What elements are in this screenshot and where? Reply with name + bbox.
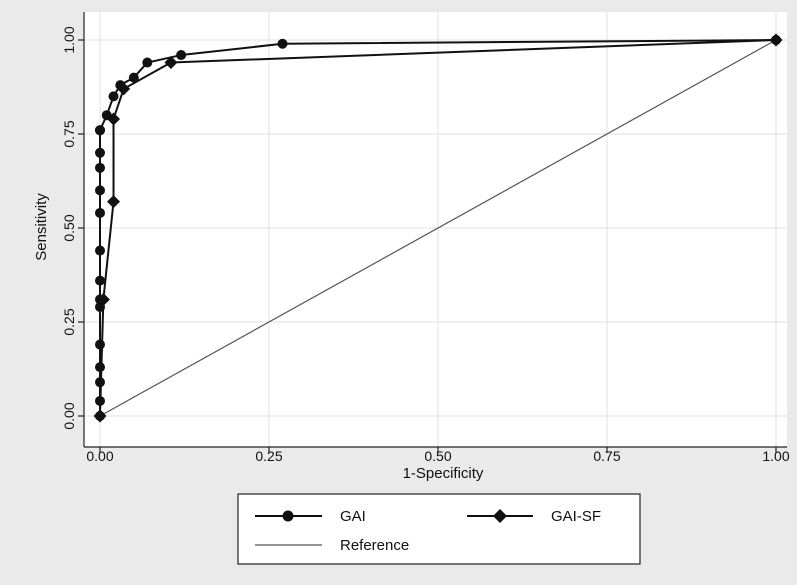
gai-point [95,294,105,305]
gai-point [115,80,126,91]
gai-point [95,339,105,350]
series-layer [93,33,783,423]
legend: GAI GAI-SF Reference [237,493,641,565]
legend-gai-label: GAI [340,508,366,525]
legend-box [237,493,641,565]
gai-point [128,72,139,83]
y-tick-label: 0.25 [61,308,77,335]
axes: 0.00 0.25 0.50 0.75 1.00 0.00 0.25 0.50 0.75 1.00 [61,12,790,464]
gai-point [108,91,119,102]
gai-point [95,362,105,373]
gai-point [95,411,105,421]
gai-line [99,39,777,416]
gai-point [95,395,105,406]
x-tick-label: 0.50 [424,448,451,464]
gai-point [95,377,105,388]
y-tick-label: 0.00 [61,402,77,429]
x-tick-label: 0.75 [593,448,620,464]
gai-point [95,162,105,173]
gai-point [95,275,105,286]
gai-point [176,50,187,61]
gai-sf-point [164,56,178,70]
x-tick-label: 0.00 [86,448,113,464]
gai-point [771,35,781,45]
y-tick-label: 0.50 [61,214,77,241]
legend-reference-label: Reference [340,537,409,554]
legend-gai-marker [282,510,294,522]
reference-line [99,39,777,417]
y-tick-label: 1.00 [61,26,77,53]
legend-gai-sf-label: GAI-SF [551,508,601,525]
gai-sf-point [107,195,121,209]
y-axis-title: Sensitivity [33,193,50,261]
gai-point [142,57,153,68]
x-tick-label: 1.00 [762,448,789,464]
legend-gai-sf-marker [493,509,507,523]
gai-point [95,245,105,256]
gai-point [95,185,105,196]
gai-point [95,207,105,218]
gai-point [277,38,288,49]
gai-point [95,147,105,158]
y-tick-label: 0.75 [61,120,77,147]
gai-point [95,125,105,136]
gai-point [101,110,112,121]
x-axis-title: 1-Specificity [403,465,484,482]
x-tick-label: 0.25 [255,448,282,464]
gai-point [95,301,105,312]
